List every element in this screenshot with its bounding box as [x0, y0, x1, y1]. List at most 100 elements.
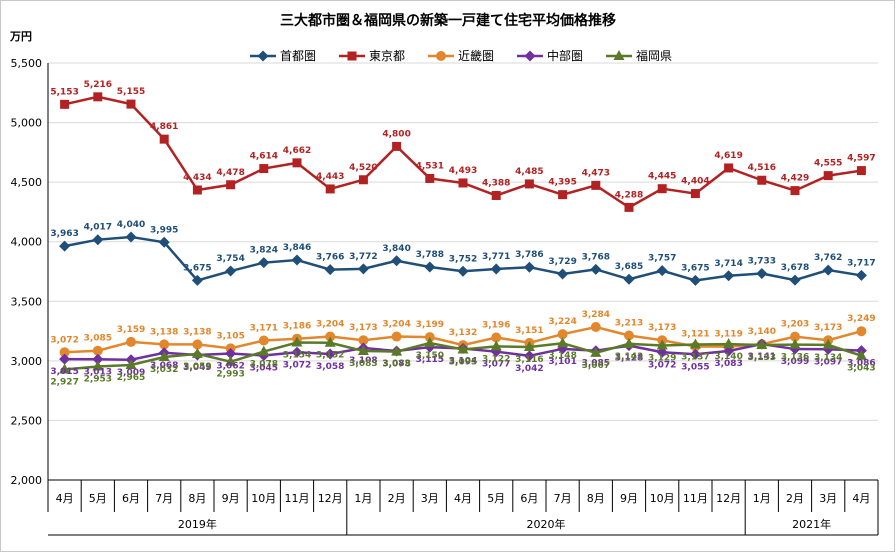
x-tick-label: 10月: [251, 492, 276, 505]
data-point: [756, 339, 768, 350]
x-tick-label: 8月: [587, 492, 605, 505]
x-tick-label: 7月: [155, 492, 173, 505]
data-label: 3,678: [781, 263, 809, 273]
data-point: [689, 338, 701, 349]
data-point: [789, 338, 801, 349]
data-label: 4,017: [84, 223, 112, 233]
data-point: [523, 261, 535, 273]
y-tick-label: 4,500: [11, 176, 43, 189]
data-point: [557, 329, 568, 340]
data-label: 3,171: [250, 323, 278, 333]
data-label: 3,186: [283, 322, 311, 332]
data-point: [358, 175, 368, 185]
data-label: 3,757: [648, 254, 676, 264]
data-point: [557, 337, 569, 348]
data-label: 3,148: [548, 351, 576, 361]
data-point: [490, 263, 502, 275]
data-label: 3,058: [316, 362, 344, 372]
data-point: [324, 264, 336, 276]
x-tick-label: 1月: [354, 492, 372, 505]
data-point: [325, 331, 336, 342]
x-tick-label: 6月: [122, 492, 140, 505]
x-tick-label: 12月: [716, 492, 741, 505]
data-label: 3,085: [582, 359, 610, 369]
data-label: 4,597: [847, 154, 875, 164]
legend-entry: 中部圏: [547, 48, 583, 63]
data-point: [723, 338, 735, 349]
data-label: 4,662: [283, 146, 311, 156]
data-point: [125, 231, 137, 243]
data-label: 3,043: [847, 364, 875, 374]
data-point: [258, 257, 270, 269]
data-label: 3,995: [150, 225, 178, 235]
data-label: 4,473: [582, 168, 610, 178]
x-tick-label: 10月: [650, 492, 675, 505]
data-point: [689, 348, 701, 360]
y-tick-label: 5,000: [11, 117, 43, 130]
data-point: [258, 335, 269, 346]
data-label: 3,083: [349, 359, 377, 369]
data-point: [291, 346, 303, 358]
data-label: 3,846: [283, 243, 311, 253]
data-point: [325, 184, 335, 194]
x-tick-label: 3月: [819, 492, 837, 505]
data-point: [258, 345, 270, 356]
data-point: [324, 348, 336, 360]
data-label: 3,132: [449, 328, 477, 338]
data-point: [192, 185, 202, 195]
data-point: [855, 269, 867, 281]
data-label: 3,249: [847, 314, 875, 324]
data-label: 5,216: [84, 80, 112, 90]
data-label: 3,733: [748, 257, 776, 267]
data-label: 3,150: [416, 351, 444, 361]
data-label: 3,072: [50, 335, 78, 345]
data-point: [191, 274, 203, 286]
data-label: 3,078: [382, 360, 410, 370]
series-lines: [59, 92, 867, 374]
data-point: [856, 326, 867, 337]
legend-entry: 首都圏: [280, 49, 316, 63]
legend-entry: 近畿圏: [458, 49, 494, 63]
data-point: [524, 179, 534, 189]
data-point: [225, 355, 237, 366]
data-point: [623, 337, 635, 348]
x-axis: 4月 5月 6月 7月 8月 9月 10月 11月 12月 1月 2月 3月 4月 5月 6月 7月 8月 9月 1…: [47, 479, 879, 536]
data-label: 3,083: [382, 359, 410, 369]
data-label: 3,101: [548, 357, 576, 367]
data-label: 3,116: [515, 355, 543, 365]
data-label: 3,121: [681, 329, 709, 339]
data-point: [358, 335, 369, 346]
data-label: 2,965: [117, 373, 145, 383]
data-point: [126, 99, 136, 109]
data-label: 3,143: [615, 352, 643, 362]
data-point: [591, 180, 601, 190]
legend-entry: 福岡県: [636, 48, 672, 63]
data-point: [689, 274, 701, 286]
data-label: 4,404: [681, 177, 709, 187]
data-point: [789, 274, 801, 286]
data-label: 3,059: [183, 362, 211, 372]
data-label: 3,284: [582, 310, 610, 320]
y-tick-label: 2,000: [11, 474, 43, 487]
data-label: 3,045: [250, 363, 278, 373]
data-point: [822, 338, 834, 349]
data-point: [125, 359, 137, 370]
data-label: 3,105: [216, 331, 244, 341]
data-point: [92, 345, 103, 356]
data-label: 4,443: [316, 172, 344, 182]
data-label: 4,395: [548, 178, 576, 188]
y-tick-label: 3,500: [11, 295, 43, 308]
data-point: [624, 202, 634, 212]
data-point: [347, 51, 357, 61]
data-label: 3,685: [615, 262, 643, 272]
data-point: [523, 341, 535, 352]
data-label: 3,032: [150, 365, 178, 375]
data-label: 3,786: [515, 250, 543, 260]
data-label: 3,049: [183, 363, 211, 373]
data-label: 3,086: [847, 359, 875, 369]
data-label: 3,083: [714, 359, 742, 369]
data-point: [656, 339, 668, 350]
data-label: 4,478: [216, 168, 244, 178]
